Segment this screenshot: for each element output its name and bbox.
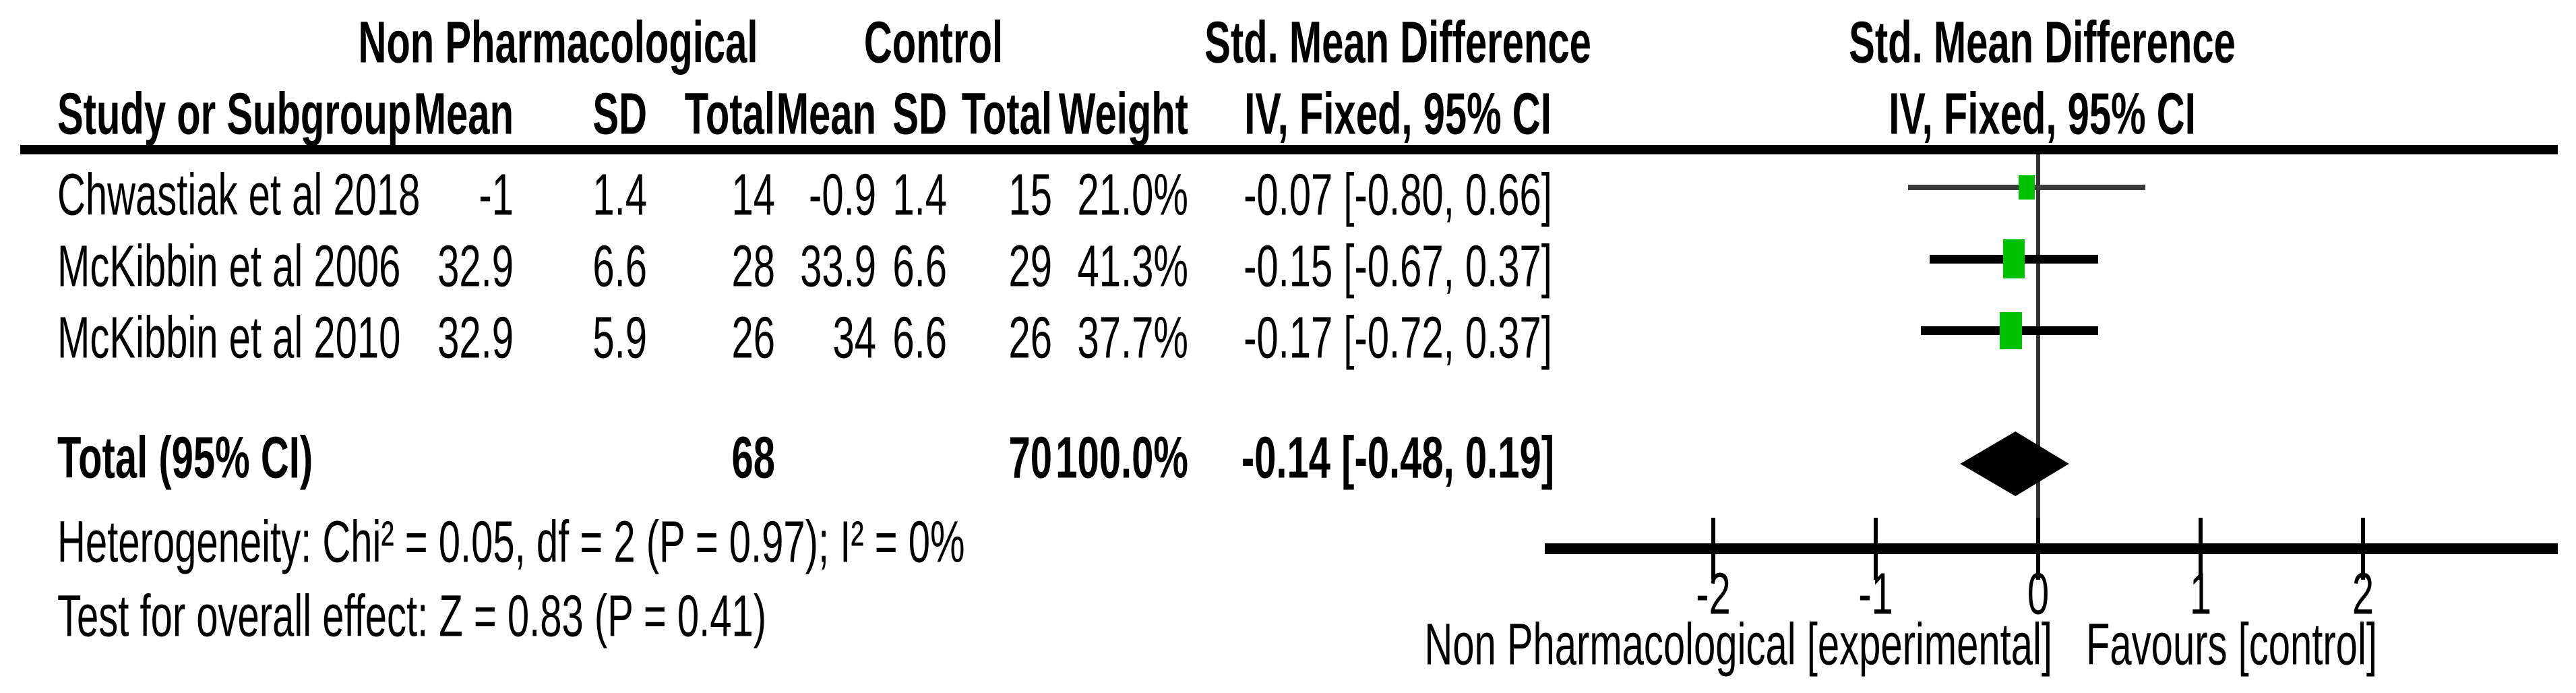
axis-tick-label: 1	[2189, 561, 2212, 628]
mean-exp: 32.9	[437, 233, 514, 300]
weight: 37.7%	[1077, 305, 1188, 371]
ci-text: -0.15 [-0.67, 0.37]	[1244, 233, 1552, 300]
group2-header: Control	[863, 9, 1004, 76]
effect-marker	[2002, 239, 2025, 278]
axis-tick	[1711, 518, 1715, 580]
col-header-total-exp: Total	[684, 81, 775, 148]
weight: 21.0%	[1077, 162, 1188, 229]
total-exp: 26	[731, 305, 775, 371]
axis-label-experimental: Non Pharmacological [experimental]	[1424, 611, 2052, 678]
pooled-effect-diamond	[1960, 431, 2069, 496]
sd-ctl: 6.6	[892, 305, 947, 371]
mean-exp: -1	[479, 162, 514, 229]
col-header-method-right: IV, Fixed, 95% CI	[1889, 81, 2196, 148]
effect-marker	[2019, 175, 2035, 200]
total-weight: 100.0%	[1055, 425, 1188, 491]
header-rule	[20, 145, 2558, 154]
sd-exp: 1.4	[592, 162, 647, 229]
total-n-exp: 68	[731, 425, 775, 491]
effect-marker	[1999, 311, 2022, 349]
mean-ctl: 34	[832, 305, 876, 371]
sd-ctl: 6.6	[892, 233, 947, 300]
effect-title-left: Std. Mean Difference	[1204, 9, 1591, 76]
col-header-sd-ctl: SD	[892, 81, 947, 148]
col-header-mean-ctl: Mean	[776, 81, 876, 148]
group1-header: Non Pharmacological	[358, 9, 758, 76]
overall-effect-text: Test for overall effect: Z = 0.83 (P = 0…	[57, 583, 767, 650]
total-label: Total (95% CI)	[57, 425, 313, 491]
axis-tick	[2361, 518, 2365, 580]
col-header-weight: Weight	[1058, 81, 1188, 148]
total-ci-text: -0.14 [-0.48, 0.19]	[1241, 425, 1555, 491]
effect-title-right: Std. Mean Difference	[1849, 9, 2236, 76]
mean-ctl: -0.9	[809, 162, 876, 229]
axis-tick-label: 0	[2027, 561, 2050, 628]
heterogeneity-text: Heterogeneity: Chi² = 0.05, df = 2 (P = …	[57, 509, 965, 576]
axis-tick-label: 2	[2352, 561, 2374, 628]
total-ctl: 26	[1008, 305, 1052, 371]
ci-text: -0.17 [-0.72, 0.37]	[1244, 305, 1552, 371]
total-n-ctl: 70	[1008, 425, 1052, 491]
study-name: McKibbin et al 2010	[57, 305, 401, 371]
zero-effect-line	[2036, 154, 2040, 573]
study-name: Chwastiak et al 2018	[57, 162, 421, 229]
axis-tick	[2199, 518, 2203, 580]
sd-exp: 6.6	[592, 233, 647, 300]
total-ctl: 29	[1008, 233, 1052, 300]
mean-ctl: 33.9	[800, 233, 876, 300]
axis-tick-label: -2	[1696, 561, 1731, 628]
mean-exp: 32.9	[437, 305, 514, 371]
axis-tick	[1874, 518, 1878, 580]
total-exp: 28	[731, 233, 775, 300]
axis-tick-label: -1	[1858, 561, 1893, 628]
col-header-method-left: IV, Fixed, 95% CI	[1244, 81, 1552, 148]
total-ctl: 15	[1008, 162, 1052, 229]
sd-ctl: 1.4	[892, 162, 947, 229]
study-name: McKibbin et al 2006	[57, 233, 401, 300]
total-exp: 14	[731, 162, 775, 229]
col-header-total-ctl: Total	[961, 81, 1052, 148]
sd-exp: 5.9	[592, 305, 647, 371]
col-header-sd-exp: SD	[592, 81, 647, 148]
axis-label-control: Favours [control]	[2086, 611, 2377, 678]
ci-text: -0.07 [-0.80, 0.66]	[1244, 162, 1552, 229]
weight: 41.3%	[1077, 233, 1188, 300]
col-header-mean-exp: Mean	[413, 81, 514, 148]
col-header-study: Study or Subgroup	[57, 81, 412, 148]
x-axis-line	[1545, 543, 2558, 554]
axis-tick	[2036, 518, 2040, 580]
